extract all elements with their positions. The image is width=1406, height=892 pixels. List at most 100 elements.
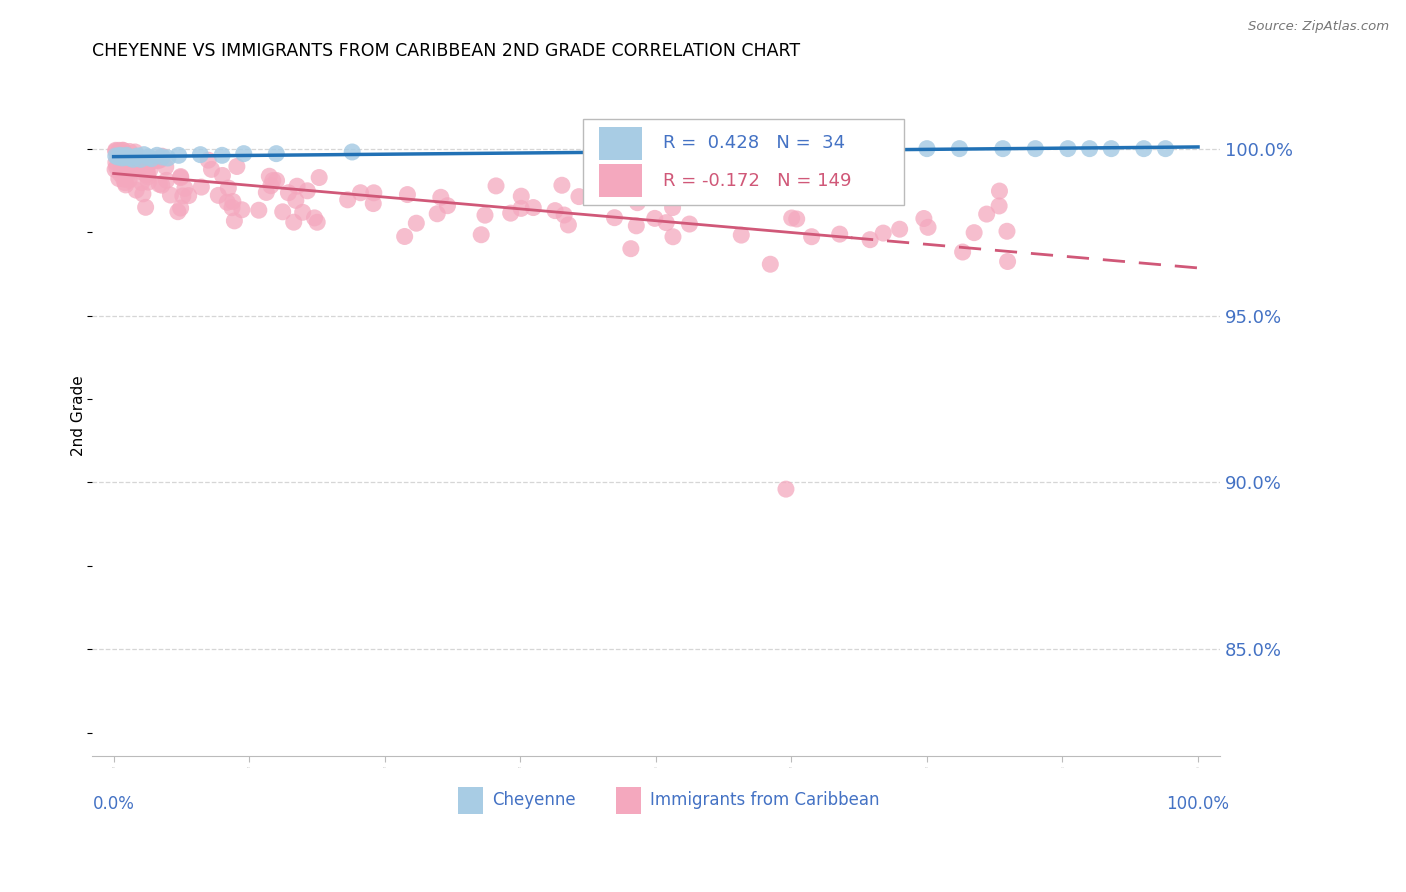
Point [361, 196, 384, 211]
Point [396, 187, 419, 202]
Point [110, 157, 132, 171]
Point [115, 169, 138, 184]
Point [988, 184, 1011, 198]
Point [146, 153, 169, 168]
Point [394, 229, 416, 244]
Point [105, 160, 128, 174]
Point [132, 147, 155, 161]
Point [173, 181, 195, 195]
Point [124, 150, 146, 164]
Point [127, 149, 149, 163]
Point [405, 216, 427, 230]
Point [349, 186, 371, 200]
Point [991, 142, 1014, 156]
Point [111, 159, 134, 173]
Point [172, 189, 194, 203]
Point [291, 205, 314, 219]
Point [1133, 142, 1156, 156]
Point [117, 158, 139, 172]
Point [107, 146, 129, 161]
Point [730, 228, 752, 243]
Point [678, 217, 700, 231]
Point [436, 199, 458, 213]
Point [111, 151, 134, 165]
Point [307, 215, 329, 229]
Point [231, 202, 253, 217]
Point [136, 159, 159, 173]
Point [115, 153, 138, 167]
Point [114, 178, 136, 192]
Bar [458, 787, 484, 814]
Point [963, 226, 986, 240]
Point [148, 178, 170, 192]
Point [277, 186, 299, 200]
Point [136, 175, 159, 189]
Point [952, 245, 974, 260]
Point [207, 188, 229, 202]
Point [859, 233, 882, 247]
Point [135, 168, 157, 182]
Point [197, 153, 219, 168]
Point [136, 169, 159, 184]
Point [104, 145, 127, 159]
Point [557, 218, 579, 232]
Point [775, 482, 797, 496]
Point [363, 186, 385, 200]
Point [499, 206, 522, 220]
Point [285, 179, 308, 194]
Point [146, 148, 169, 162]
Point [177, 188, 200, 202]
Point [107, 171, 129, 186]
Point [669, 184, 692, 198]
Point [948, 142, 970, 156]
Point [644, 211, 666, 226]
Point [104, 144, 127, 158]
Point [995, 224, 1018, 238]
Point [661, 201, 683, 215]
Bar [616, 787, 641, 814]
Point [510, 202, 533, 216]
Point [128, 160, 150, 174]
Point [118, 145, 141, 159]
Point [111, 162, 134, 177]
Point [308, 170, 330, 185]
Point [912, 211, 935, 226]
Point [266, 146, 288, 161]
Point [115, 161, 138, 176]
Point [111, 153, 134, 167]
Point [111, 150, 134, 164]
Point [122, 153, 145, 167]
Point [170, 170, 193, 185]
Point [284, 194, 307, 208]
Point [159, 188, 181, 202]
Point [254, 186, 277, 200]
Point [211, 148, 233, 162]
Bar [599, 164, 643, 197]
Point [107, 150, 129, 164]
Point [117, 153, 139, 167]
Point [800, 229, 823, 244]
Point [626, 195, 648, 210]
Point [786, 211, 808, 226]
Text: Cheyenne: Cheyenne [492, 791, 576, 809]
Text: Immigrants from Caribbean: Immigrants from Caribbean [650, 791, 880, 809]
Point [108, 148, 131, 162]
Point [917, 220, 939, 235]
Point [107, 151, 129, 165]
Point [262, 173, 284, 187]
Point [211, 169, 233, 183]
Point [266, 173, 288, 187]
Point [136, 150, 159, 164]
Text: Source: ZipAtlas.com: Source: ZipAtlas.com [1249, 20, 1389, 33]
Point [304, 211, 326, 225]
Point [603, 211, 626, 225]
Point [190, 147, 212, 161]
Point [149, 153, 172, 167]
Point [225, 160, 247, 174]
Point [568, 189, 591, 203]
Point [125, 183, 148, 197]
Point [138, 163, 160, 178]
Point [200, 162, 222, 177]
Point [217, 195, 239, 210]
Point [297, 184, 319, 198]
